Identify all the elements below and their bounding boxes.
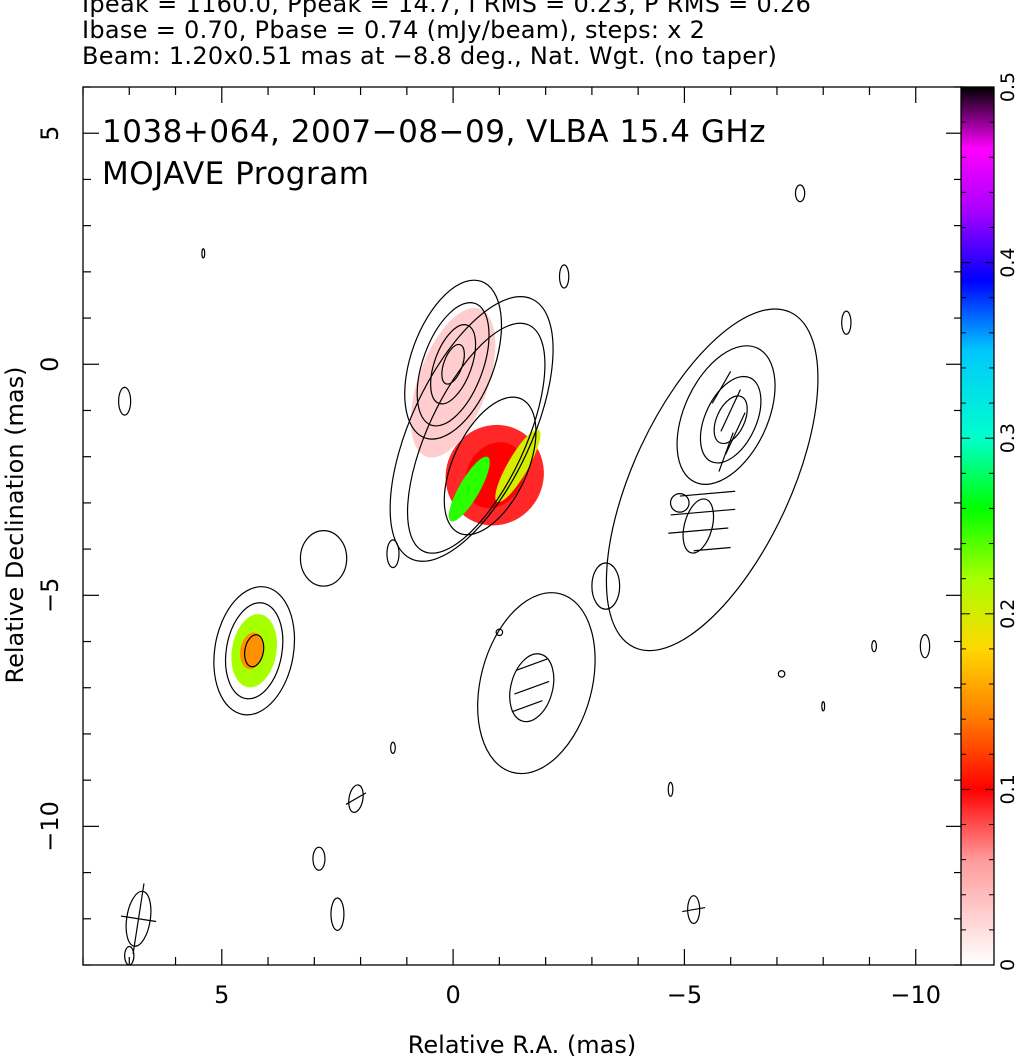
y-tick-label: 5 [36,126,64,141]
evpa-vector-0 [679,490,736,497]
contour-24 [348,784,364,813]
colorbar-frame [960,86,995,966]
colorbar-tick-label: 0.2 [997,599,1019,629]
colorbar-tick-label: 0.4 [997,247,1019,277]
contour-22 [841,310,852,335]
contour-35 [821,701,826,712]
contour-20 [118,386,132,416]
contour-0 [404,279,503,440]
contour-8 [224,602,284,700]
contour-19 [591,562,621,610]
colorbar-tick-label: 0.3 [997,423,1019,453]
evpa-vector-8 [516,658,548,671]
contour-26 [330,897,345,931]
x-tick-label: −5 [667,981,702,1009]
header-line-3: Beam: 1.20x0.51 mas at −8.8 deg., Nat. W… [82,42,778,70]
contour-18 [669,493,690,513]
contour-4 [389,296,554,562]
beam-ellipse [120,883,157,955]
polarization-patch-4 [448,456,490,522]
evpa-vector-2 [668,527,729,534]
colorbar-tick-label: 0 [997,959,1019,971]
evpa-vector-12 [682,906,706,913]
polarization-patch-0 [410,307,496,458]
program-label: MOJAVE Program [102,156,369,192]
contour-13 [605,308,819,652]
header-line-1: Ipeak = 1160.0, Ppeak = 14.7, I RMS = 0.… [82,0,812,18]
contour-23 [919,633,931,659]
contour-32 [871,640,878,653]
total-intensity-contours [118,184,931,965]
y-tick-label: −10 [36,801,64,852]
x-tick-label: 5 [214,981,229,1009]
y-axis-label: Relative Declination (mas) [1,366,29,683]
polarization-map [231,307,544,688]
evpa-vector-11 [345,792,367,805]
colorbar-ticks: 0 0.1 0.2 0.3 0.4 0.5 [961,72,1019,971]
evpa-vector-7 [718,432,734,472]
axis-ticks: 5 0 −5 −10 5 0 −5 −10 [36,86,963,1009]
evpa-vectors [345,371,746,913]
contour-15 [699,375,762,464]
contour-7 [213,586,296,716]
contour-16 [713,395,748,445]
contour-36 [777,670,786,678]
evpa-vector-4 [711,371,732,404]
contour-11 [477,592,596,775]
contour-14 [676,345,776,485]
source-label: 1038+064, 2007−08−09, VLBA 15.4 GHz [102,114,766,150]
y-tick-label: −5 [36,578,64,613]
colorbar-tick-label: 0.5 [997,72,1019,102]
x-axis-label: Relative R.A. (mas) [408,1031,636,1059]
colorbar [961,87,994,965]
contour-1 [416,302,490,427]
beam-minor-axis [120,915,157,923]
contour-21 [558,264,570,289]
plot-header: Ipeak = 1160.0, Ppeak = 14.7, I RMS = 0.… [82,0,1022,69]
contour-27 [687,895,701,925]
x-tick-label: 0 [445,981,460,1009]
header-line-2: Ibase = 0.70, Pbase = 0.74 (mJy/beam), s… [82,16,706,44]
x-tick-label: −10 [890,981,941,1009]
contour-29 [794,184,806,203]
contour-17 [682,498,715,554]
evpa-vector-9 [514,680,550,695]
evpa-vector-6 [724,412,746,455]
colorbar-tick-label: 0.1 [997,774,1019,804]
plot-frame [82,86,963,966]
contour-25 [312,846,326,871]
evpa-vector-10 [511,700,543,713]
contour-5 [406,322,546,554]
contour-37 [495,628,504,637]
contour-31 [667,781,674,797]
contour-30 [386,539,400,569]
evpa-vector-5 [720,389,742,432]
y-tick-label: 0 [36,357,64,372]
contour-9 [244,634,265,668]
evpa-vector-1 [670,508,736,516]
contour-12 [509,653,555,723]
contour-6 [443,396,537,536]
evpa-vector-3 [693,546,731,552]
contour-10 [299,530,348,587]
contour-33 [390,741,396,754]
contour-34 [201,248,206,259]
